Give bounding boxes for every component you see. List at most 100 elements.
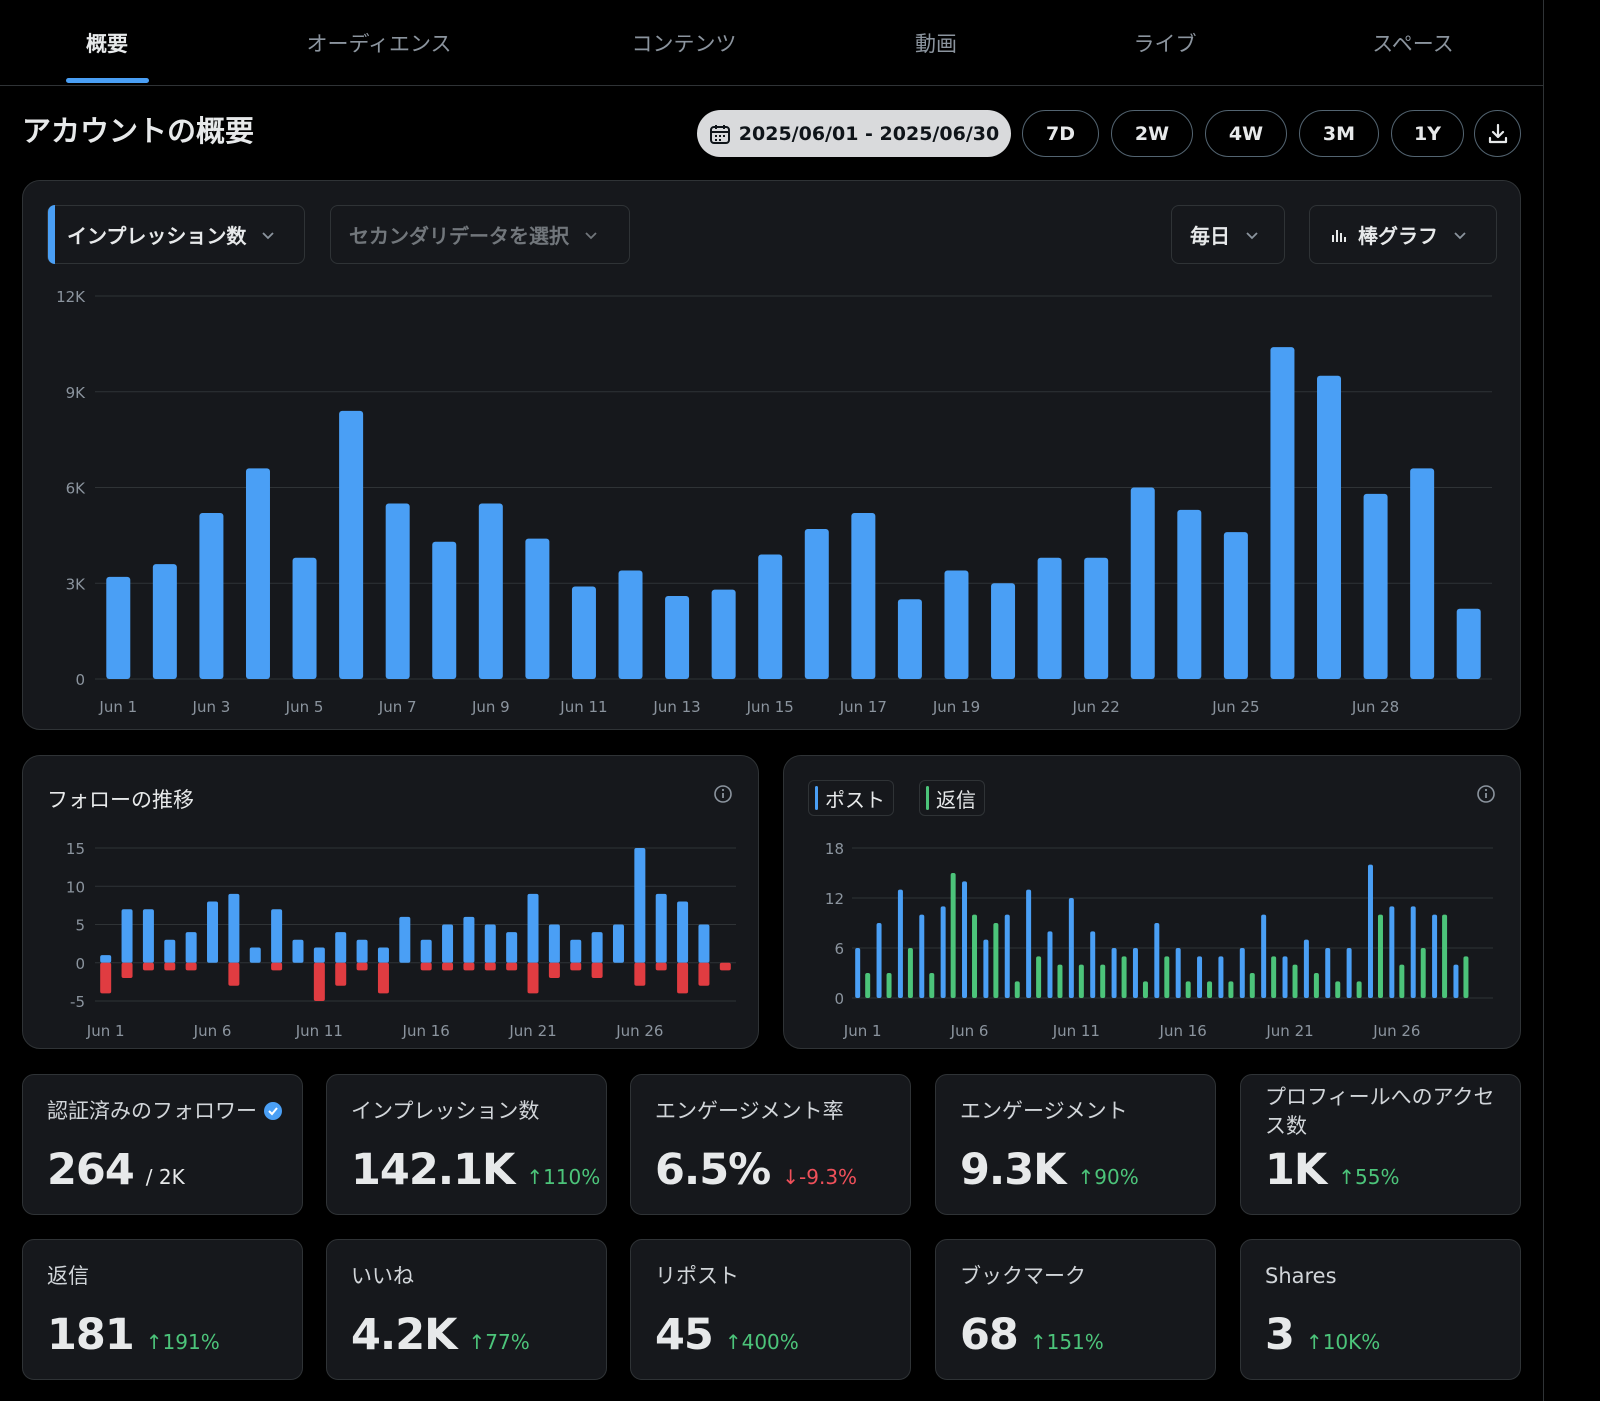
- bar: [377, 947, 389, 963]
- bar: [1014, 981, 1020, 998]
- tab-video[interactable]: 動画: [915, 32, 957, 56]
- x-tick-label: Jun 6: [950, 1022, 989, 1040]
- bar: [121, 962, 133, 979]
- chart-type-dropdown[interactable]: 棒グラフ: [1309, 205, 1497, 264]
- bar: [1121, 956, 1127, 998]
- bar: [1282, 956, 1288, 998]
- stat-card[interactable]: プロフィールへのアクセス数 1K ↑55%: [1240, 1074, 1521, 1215]
- stat-card[interactable]: 返信 181 ↑191%: [22, 1239, 303, 1380]
- tab-audience[interactable]: オーディエンス: [306, 32, 452, 56]
- bar: [655, 962, 667, 971]
- bar: [919, 914, 925, 998]
- secondary-metric-dropdown[interactable]: セカンダリデータを選択: [330, 205, 630, 264]
- download-button[interactable]: [1474, 110, 1521, 157]
- tab-content[interactable]: コンテンツ: [631, 32, 737, 56]
- bar: [571, 586, 596, 679]
- bar: [249, 947, 261, 963]
- stat-label: リポスト: [655, 1262, 900, 1291]
- range-2w-button[interactable]: 2W: [1111, 110, 1193, 157]
- x-tick-label: Jun 26: [615, 1022, 663, 1040]
- bar: [142, 962, 154, 971]
- stat-card[interactable]: Shares 3 ↑10K%: [1240, 1239, 1521, 1380]
- bar: [548, 962, 560, 979]
- bar: [677, 901, 689, 963]
- x-tick-label: Jun 1: [843, 1022, 882, 1040]
- bar: [1130, 487, 1155, 679]
- stat-change: ↑77%: [469, 1330, 530, 1354]
- bar: [907, 948, 913, 998]
- x-tick-label: Jun 21: [508, 1022, 556, 1040]
- tab-overview[interactable]: 概要: [86, 32, 128, 56]
- stat-label: 認証済みのフォロワー: [47, 1097, 292, 1126]
- bar: [1363, 493, 1388, 679]
- legend-posts[interactable]: ポスト: [808, 780, 894, 816]
- stat-label-text: 返信: [47, 1264, 89, 1288]
- bar: [463, 916, 475, 963]
- stat-label-text: エンゲージメント率: [655, 1099, 844, 1123]
- range-7d-button[interactable]: 7D: [1022, 110, 1099, 157]
- info-icon[interactable]: [1476, 784, 1496, 804]
- arrow-up-icon: ↑: [724, 1330, 742, 1354]
- bar: [1100, 964, 1106, 998]
- bar: [1026, 889, 1032, 998]
- bar: [865, 973, 871, 998]
- legend-posts-swatch: [815, 786, 818, 810]
- range-3m-button[interactable]: 3M: [1299, 110, 1379, 157]
- bar: [313, 962, 325, 1001]
- y-tick-label: 18: [825, 840, 844, 858]
- x-tick-label: Jun 19: [932, 698, 980, 716]
- tab-live[interactable]: ライブ: [1133, 32, 1197, 56]
- x-tick-label: Jun 6: [193, 1022, 232, 1040]
- stat-label-text: いいね: [351, 1264, 414, 1288]
- stat-label-text: 認証済みのフォロワー: [47, 1099, 257, 1123]
- info-icon[interactable]: [713, 784, 733, 804]
- x-tick-label: Jun 9: [471, 698, 510, 716]
- bar: [1346, 948, 1352, 998]
- stat-value: 1K: [1265, 1145, 1327, 1195]
- y-tick-label: -5: [70, 993, 85, 1011]
- stat-value: 45: [655, 1310, 714, 1360]
- interval-dropdown[interactable]: 毎日: [1171, 205, 1285, 264]
- stat-card[interactable]: ブックマーク 68 ↑151%: [935, 1239, 1216, 1380]
- stat-value-row: 9.3K ↑90%: [960, 1145, 1139, 1195]
- bar: [1228, 981, 1234, 998]
- range-4w-button[interactable]: 4W: [1205, 110, 1287, 157]
- stat-label-text: エンゲージメント: [960, 1099, 1128, 1123]
- bar: [207, 901, 219, 963]
- arrow-up-icon: ↑: [468, 1330, 486, 1354]
- bar: [1356, 981, 1362, 998]
- y-tick-label: 15: [66, 840, 85, 858]
- chevron-down-icon: [1454, 231, 1466, 239]
- bar: [1335, 981, 1341, 998]
- stat-card[interactable]: 認証済みのフォロワー 264 / 2K: [22, 1074, 303, 1215]
- bar: [271, 962, 283, 971]
- bar: [1367, 864, 1373, 998]
- date-range-label: 2025/06/01 - 2025/06/30: [738, 122, 1000, 145]
- bar: [950, 873, 956, 998]
- y-tick-label: 10: [66, 878, 85, 896]
- stat-card[interactable]: リポスト 45 ↑400%: [630, 1239, 911, 1380]
- tab-spaces[interactable]: スペース: [1372, 32, 1454, 56]
- bar: [1432, 914, 1438, 998]
- legend-replies[interactable]: 返信: [919, 780, 985, 816]
- stat-card[interactable]: いいね 4.2K ↑77%: [326, 1239, 607, 1380]
- stat-card[interactable]: エンゲージメント率 6.5% ↓-9.3%: [630, 1074, 911, 1215]
- bar: [442, 924, 454, 963]
- bar: [420, 939, 432, 963]
- y-tick-label: 0: [834, 990, 844, 1008]
- bar: [199, 513, 224, 679]
- stat-label-text: インプレッション数: [351, 1099, 540, 1123]
- stat-suffix: / 2K: [145, 1165, 185, 1189]
- stat-card[interactable]: エンゲージメント 9.3K ↑90%: [935, 1074, 1216, 1215]
- date-range-button[interactable]: 2025/06/01 - 2025/06/30: [697, 110, 1011, 157]
- stat-card[interactable]: インプレッション数 142.1K ↑110%: [326, 1074, 607, 1215]
- stat-change-value: 55%: [1355, 1165, 1400, 1189]
- x-tick-label: Jun 11: [295, 1022, 343, 1040]
- range-1y-button[interactable]: 1Y: [1391, 110, 1464, 157]
- primary-metric-dropdown[interactable]: インプレッション数: [47, 205, 305, 264]
- bar: [1175, 948, 1181, 998]
- bar: [121, 909, 133, 963]
- bar: [292, 939, 304, 963]
- follow-trend-title: フォローの推移: [47, 788, 194, 812]
- stat-change-value: 77%: [485, 1330, 530, 1354]
